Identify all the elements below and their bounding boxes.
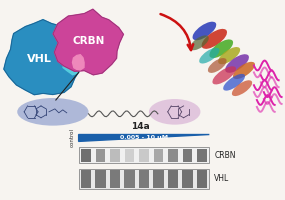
FancyBboxPatch shape (197, 170, 207, 188)
FancyBboxPatch shape (154, 149, 163, 162)
Ellipse shape (149, 99, 200, 125)
FancyBboxPatch shape (96, 149, 105, 162)
Ellipse shape (201, 29, 227, 49)
Text: control: control (70, 128, 75, 147)
FancyBboxPatch shape (182, 170, 193, 188)
FancyBboxPatch shape (197, 149, 207, 162)
FancyBboxPatch shape (125, 149, 134, 162)
Ellipse shape (17, 98, 89, 126)
Ellipse shape (223, 74, 245, 91)
Polygon shape (4, 20, 82, 95)
FancyBboxPatch shape (183, 149, 192, 162)
FancyBboxPatch shape (139, 170, 149, 188)
FancyBboxPatch shape (81, 149, 91, 162)
FancyBboxPatch shape (81, 170, 91, 188)
Ellipse shape (233, 62, 255, 79)
Ellipse shape (209, 39, 233, 58)
FancyBboxPatch shape (153, 170, 164, 188)
FancyBboxPatch shape (110, 149, 120, 162)
Text: CRBN: CRBN (72, 36, 105, 46)
Ellipse shape (199, 48, 219, 64)
Polygon shape (53, 9, 123, 75)
FancyBboxPatch shape (79, 147, 209, 163)
FancyBboxPatch shape (95, 170, 106, 188)
Ellipse shape (232, 80, 252, 96)
FancyBboxPatch shape (139, 149, 149, 162)
Ellipse shape (218, 47, 240, 64)
FancyBboxPatch shape (110, 170, 120, 188)
FancyBboxPatch shape (124, 170, 135, 188)
Ellipse shape (225, 54, 249, 73)
Ellipse shape (208, 58, 227, 73)
Ellipse shape (193, 22, 216, 40)
Text: VHL: VHL (27, 54, 52, 64)
Polygon shape (63, 46, 83, 75)
Text: 0.005 - 10 μM: 0.005 - 10 μM (120, 135, 168, 140)
Text: VHL: VHL (214, 174, 229, 183)
FancyBboxPatch shape (168, 149, 178, 162)
Ellipse shape (212, 66, 236, 84)
Polygon shape (79, 135, 209, 141)
Polygon shape (72, 55, 84, 70)
FancyBboxPatch shape (79, 169, 209, 189)
Ellipse shape (190, 35, 209, 50)
FancyBboxPatch shape (168, 170, 178, 188)
Text: 14a: 14a (131, 122, 149, 131)
Text: CRBN: CRBN (214, 151, 236, 160)
